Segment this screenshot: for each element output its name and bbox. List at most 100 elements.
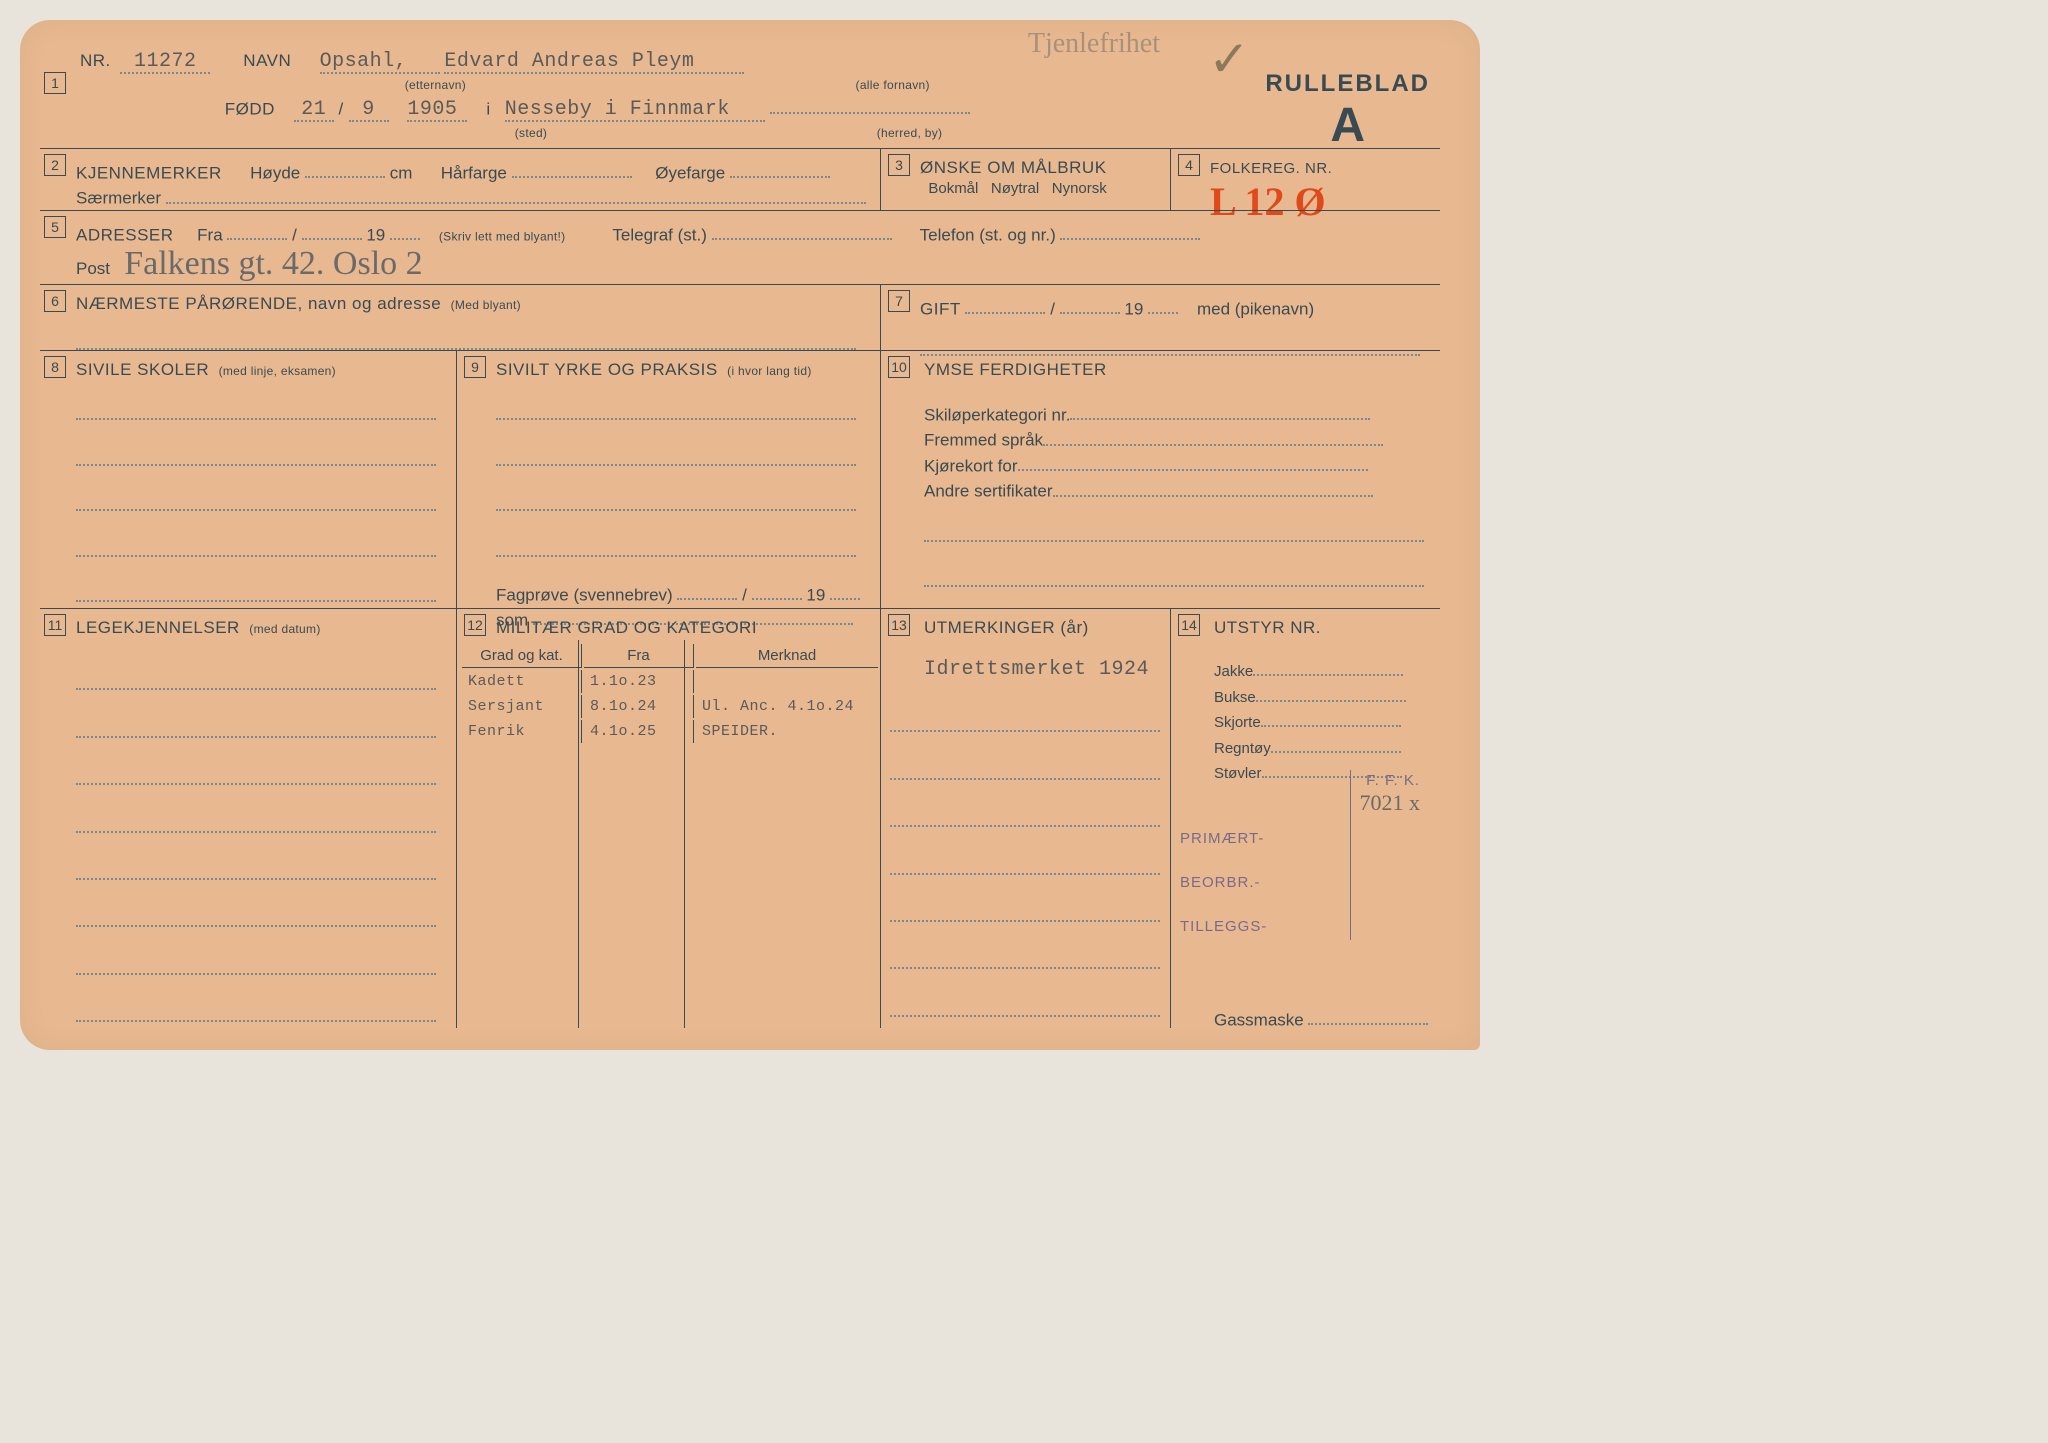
fornavn-sublabel: (alle fornavn) — [856, 78, 930, 92]
fodd-day: 21 — [294, 98, 334, 122]
section-utmerkinger: UTMERKINGER (år) Idrettsmerket 1924 — [924, 618, 1164, 681]
sted-value: Nesseby i Finnmark — [505, 98, 765, 122]
box-number-14: 14 — [1178, 614, 1200, 636]
etternavn-value: Opsahl, — [320, 50, 440, 74]
gassmaske-label: Gassmaske — [1214, 1010, 1304, 1029]
fagprove-y19: 19 — [806, 585, 825, 604]
nr-value: 11272 — [120, 50, 210, 74]
ffk-label: F. F. K. — [1366, 772, 1420, 789]
fodd-slash1: / — [339, 99, 344, 118]
nr-label: NR. — [80, 51, 111, 70]
gift-med: med (pikenavn) — [1197, 299, 1314, 318]
grad-r3-c3: SPEIDER. — [696, 720, 878, 743]
bokmal-label: Bokmål — [928, 180, 978, 197]
harfarge-label: Hårfarge — [441, 163, 507, 182]
utmerk-lines — [890, 690, 1160, 1022]
rulleblad-title: RULLEBLAD A — [1265, 70, 1430, 153]
grad-r2-c3: Ul. Anc. 4.1o.24 — [696, 695, 878, 718]
malbruk-label: ØNSKE OM MÅLBRUK — [920, 158, 1107, 177]
ski-label: Skiløperkategori nr. — [924, 405, 1070, 424]
andre-label: Andre sertifikater — [924, 482, 1053, 501]
fra-label: Fra — [197, 225, 223, 244]
box-number-9: 9 — [464, 356, 486, 378]
slash: / — [292, 225, 297, 244]
grad-label: MILITÆR GRAD OG KATEGORI — [496, 618, 757, 637]
gift-label: GIFT — [920, 299, 961, 318]
box-number-5: 5 — [44, 216, 66, 238]
lege-lines — [76, 660, 446, 1027]
box-number-3: 3 — [888, 154, 910, 176]
stamp-beorbr: BEORBR.- — [1180, 874, 1261, 891]
ffk-value: 7021 x — [1360, 790, 1421, 815]
stamp-primaert: PRIMÆRT- — [1180, 830, 1264, 847]
gift-y19: 19 — [1124, 299, 1143, 318]
section-parorende: NÆRMESTE PÅRØRENDE, navn og adresse (Med… — [76, 294, 866, 355]
header-row: NR. 11272 NAVN Opsahl, Edvard Andreas Pl… — [80, 50, 1220, 142]
box-number-11: 11 — [44, 614, 66, 636]
grad-col2: Fra — [584, 644, 694, 668]
section-lege: LEGEKJENNELSER (med datum) — [76, 618, 446, 638]
box-number-4: 4 — [1178, 154, 1200, 176]
yrke-label: SIVILT YRKE OG PRAKSIS — [496, 360, 718, 379]
fodd-i: i — [486, 99, 490, 118]
saermerker-label: Særmerker — [76, 189, 161, 208]
grad-table: Grad og kat. Fra Merknad Kadett 1.1o.23 … — [460, 642, 880, 745]
noytral-label: Nøytral — [991, 180, 1039, 197]
grad-r1-c1: Kadett — [462, 670, 582, 693]
post-value: Falkens gt. 42. Oslo 2 — [124, 245, 422, 282]
section-yrke: SIVILT YRKE OG PRAKSIS (i hvor lang tid)… — [496, 360, 866, 630]
sted-sublabel: (sted) — [515, 126, 547, 140]
stamp-tilleggs: TILLEGGS- — [1180, 918, 1267, 935]
fodd-label: FØDD — [225, 99, 275, 118]
lege-label: LEGEKJENNELSER — [76, 618, 240, 637]
fodd-year: 1905 — [407, 98, 467, 122]
utstyr-jakke: Jakke — [1214, 663, 1253, 680]
section-malbruk: ØNSKE OM MÅLBRUK Bokmål Nøytral Nynorsk — [920, 158, 1160, 198]
skoler-label: SIVILE SKOLER — [76, 360, 209, 379]
section-adresser: ADRESSER Fra / 19 (Skriv lett med blyant… — [76, 220, 1440, 283]
herred-sublabel: (herred, by) — [877, 126, 943, 140]
oyefarge-label: Øyefarge — [655, 163, 725, 182]
grad-r1-c2: 1.1o.23 — [584, 670, 694, 693]
box-number-6: 6 — [44, 290, 66, 312]
box-number-2: 2 — [44, 154, 66, 176]
grad-r2-c1: Sersjant — [462, 695, 582, 718]
grad-col1: Grad og kat. — [462, 644, 582, 668]
rulleblad-letter: A — [1265, 98, 1430, 153]
section-ferdigheter: YMSE FERDIGHETER Skiløperkategori nr. Fr… — [924, 360, 1434, 592]
fodd-month: 9 — [349, 98, 389, 122]
etternavn-sublabel: (etternavn) — [405, 78, 466, 92]
parorende-sub: (Med blyant) — [451, 298, 521, 312]
utstyr-regntoy: Regntøy — [1214, 740, 1271, 757]
section-grad-title: MILITÆR GRAD OG KATEGORI — [496, 618, 757, 638]
folkereg-value: L 12 Ø — [1210, 179, 1326, 224]
navn-label: NAVN — [243, 51, 291, 70]
skoler-sub: (med linje, eksamen) — [219, 364, 336, 378]
hoyde-label: Høyde — [250, 163, 300, 182]
grad-r1-c3 — [696, 670, 878, 693]
telefon-label: Telefon (st. og nr.) — [920, 225, 1056, 244]
y19: 19 — [366, 225, 385, 244]
section-folkereg: FOLKEREG. NR. L 12 Ø — [1210, 158, 1440, 225]
cm-label: cm — [390, 163, 413, 182]
box-number-12: 12 — [464, 614, 486, 636]
record-card: Tjenlefrihet ✓ 1 NR. 11272 NAVN Opsahl, … — [20, 20, 1480, 1050]
section-skoler: SIVILE SKOLER (med linje, eksamen) — [76, 360, 446, 607]
utmerkinger-label: UTMERKINGER (år) — [924, 618, 1089, 637]
fornavn-value: Edvard Andreas Pleym — [444, 50, 744, 74]
skriv-label: (Skriv lett med blyant!) — [439, 229, 566, 243]
parorende-label: NÆRMESTE PÅRØRENDE, navn og adresse — [76, 294, 441, 313]
folkereg-label: FOLKEREG. NR. — [1210, 160, 1332, 177]
section-utstyr: UTSTYR NR. Jakke Bukse Skjorte Regntøy S… — [1214, 618, 1444, 786]
grad-r3-c1: Fenrik — [462, 720, 582, 743]
box-number-13: 13 — [888, 614, 910, 636]
korekort-label: Kjørekort for — [924, 456, 1018, 475]
yrke-sub: (i hvor lang tid) — [727, 364, 811, 378]
utstyr-label: UTSTYR NR. — [1214, 618, 1321, 637]
nynorsk-label: Nynorsk — [1052, 180, 1107, 197]
box-number-1: 1 — [44, 72, 66, 94]
gassmaske: Gassmaske — [1214, 1005, 1428, 1030]
fagprove-label: Fagprøve (svennebrev) — [496, 585, 673, 604]
grad-r2-c2: 8.1o.24 — [584, 695, 694, 718]
post-label: Post — [76, 259, 110, 278]
